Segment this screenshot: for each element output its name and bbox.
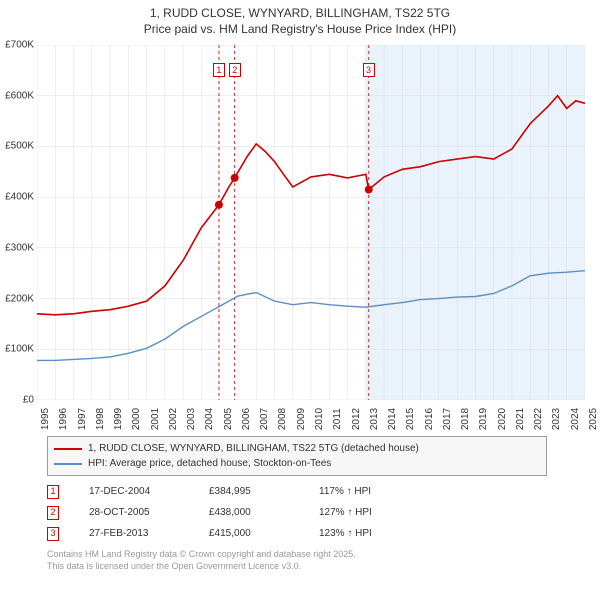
x-tick-label: 1999 xyxy=(113,408,124,430)
x-tick-label: 2005 xyxy=(223,408,234,430)
y-tick-label: £700K xyxy=(0,40,34,51)
y-tick-label: £300K xyxy=(0,242,34,253)
x-tick-label: 2007 xyxy=(259,408,270,430)
x-tick-label: 1996 xyxy=(58,408,69,430)
title-line-2: Price paid vs. HM Land Registry's House … xyxy=(0,22,600,38)
y-tick-label: £500K xyxy=(0,141,34,152)
x-tick-label: 2014 xyxy=(387,408,398,430)
event-date: 28-OCT-2005 xyxy=(89,503,179,522)
legend-row: 1, RUDD CLOSE, WYNYARD, BILLINGHAM, TS22… xyxy=(54,441,540,456)
legend-swatch xyxy=(54,463,82,465)
legend: 1, RUDD CLOSE, WYNYARD, BILLINGHAM, TS22… xyxy=(47,436,547,476)
x-tick-label: 2013 xyxy=(369,408,380,430)
event-price: £438,000 xyxy=(209,503,289,522)
x-tick-label: 2025 xyxy=(588,408,599,430)
event-row: 1 17-DEC-2004 £384,995 117% ↑ HPI xyxy=(47,482,419,501)
event-pct: 127% ↑ HPI xyxy=(319,503,419,522)
x-tick-label: 2016 xyxy=(424,408,435,430)
x-tick-label: 2023 xyxy=(551,408,562,430)
event-marker-on-plot: 3 xyxy=(363,63,375,77)
x-tick-label: 2019 xyxy=(478,408,489,430)
x-tick-label: 2004 xyxy=(204,408,215,430)
event-pct: 123% ↑ HPI xyxy=(319,524,419,543)
y-tick-label: £400K xyxy=(0,192,34,203)
x-tick-label: 2018 xyxy=(460,408,471,430)
title-line-1: 1, RUDD CLOSE, WYNYARD, BILLINGHAM, TS22… xyxy=(0,6,600,22)
x-tick-label: 1998 xyxy=(95,408,106,430)
x-tick-label: 2024 xyxy=(570,408,581,430)
x-tick-label: 2021 xyxy=(515,408,526,430)
legend-label: HPI: Average price, detached house, Stoc… xyxy=(88,456,331,471)
x-tick-label: 2010 xyxy=(314,408,325,430)
x-tick-label: 2012 xyxy=(351,408,362,430)
event-price: £415,000 xyxy=(209,524,289,543)
plot-svg xyxy=(37,45,585,400)
x-tick-label: 2000 xyxy=(131,408,142,430)
legend-label: 1, RUDD CLOSE, WYNYARD, BILLINGHAM, TS22… xyxy=(88,441,419,456)
y-tick-label: £600K xyxy=(0,90,34,101)
y-tick-label: £0 xyxy=(0,395,34,406)
y-tick-label: £200K xyxy=(0,293,34,304)
footer-line-2: This data is licensed under the Open Gov… xyxy=(47,561,356,573)
event-date: 17-DEC-2004 xyxy=(89,482,179,501)
x-tick-label: 2002 xyxy=(168,408,179,430)
x-tick-label: 2003 xyxy=(186,408,197,430)
event-marker-on-plot: 1 xyxy=(213,63,225,77)
x-tick-label: 2008 xyxy=(277,408,288,430)
event-marker: 3 xyxy=(47,527,59,541)
footer-note: Contains HM Land Registry data © Crown c… xyxy=(47,549,356,572)
legend-swatch xyxy=(54,448,82,450)
event-marker: 1 xyxy=(47,485,59,499)
events-table: 1 17-DEC-2004 £384,995 117% ↑ HPI 2 28-OCT-20… xyxy=(47,482,419,545)
title-block: 1, RUDD CLOSE, WYNYARD, BILLINGHAM, TS22… xyxy=(0,0,600,41)
legend-row: HPI: Average price, detached house, Stoc… xyxy=(54,456,540,471)
y-tick-label: £100K xyxy=(0,344,34,355)
x-tick-label: 1995 xyxy=(40,408,51,430)
x-tick-label: 2011 xyxy=(332,408,343,430)
x-tick-label: 2006 xyxy=(241,408,252,430)
x-tick-label: 2017 xyxy=(442,408,453,430)
event-pct: 117% ↑ HPI xyxy=(319,482,419,501)
event-date: 27-FEB-2013 xyxy=(89,524,179,543)
x-tick-label: 2020 xyxy=(497,408,508,430)
x-tick-label: 2022 xyxy=(533,408,544,430)
event-price: £384,995 xyxy=(209,482,289,501)
chart-container: 1, RUDD CLOSE, WYNYARD, BILLINGHAM, TS22… xyxy=(0,0,600,590)
event-marker-on-plot: 2 xyxy=(229,63,241,77)
x-tick-label: 2009 xyxy=(296,408,307,430)
event-row: 3 27-FEB-2013 £415,000 123% ↑ HPI xyxy=(47,524,419,543)
event-row: 2 28-OCT-2005 £438,000 127% ↑ HPI xyxy=(47,503,419,522)
x-tick-label: 2015 xyxy=(405,408,416,430)
plot-area: £0£100K£200K£300K£400K£500K£600K£700K 19… xyxy=(37,45,585,400)
x-tick-label: 2001 xyxy=(150,408,161,430)
x-tick-label: 1997 xyxy=(77,408,88,430)
footer-line-1: Contains HM Land Registry data © Crown c… xyxy=(47,549,356,561)
event-marker: 2 xyxy=(47,506,59,520)
